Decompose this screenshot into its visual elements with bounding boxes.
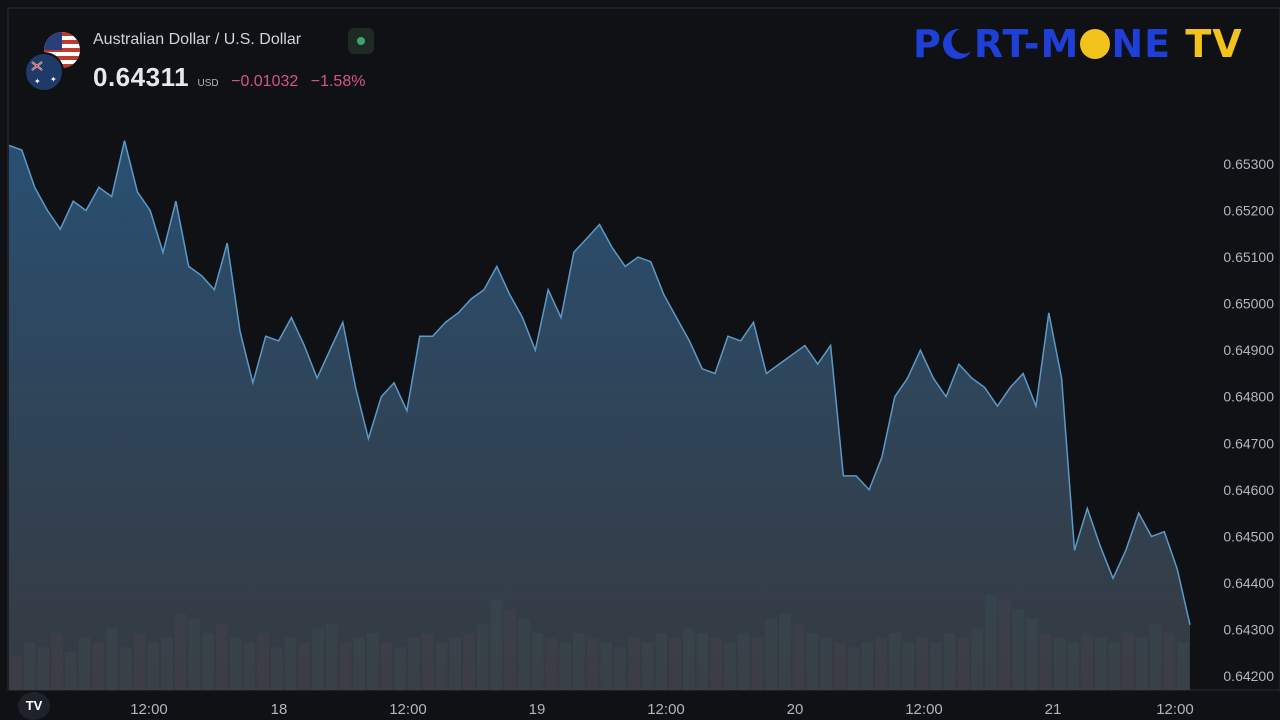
price-row: 0.64311 USD −0.01032 −1.58% <box>93 62 365 93</box>
us-flag-icon <box>44 32 80 68</box>
price-unit: USD <box>197 78 219 89</box>
time-tick-label: 12:00 <box>389 701 427 718</box>
price-tick-label: 0.64900 <box>1223 342 1274 358</box>
time-tick-label: 21 <box>1045 701 1062 718</box>
last-price: 0.64311 <box>93 62 190 92</box>
time-tick-label: 20 <box>787 701 804 718</box>
price-tick-label: 0.64800 <box>1223 389 1274 405</box>
time-tick-label: 19 <box>529 701 546 718</box>
time-tick-label: 12:00 <box>905 701 943 718</box>
price-tick-label: 0.65000 <box>1223 296 1274 312</box>
logo-sun-icon <box>1080 29 1111 59</box>
svg-text:✦: ✦ <box>34 77 41 86</box>
tradingview-logo-icon[interactable]: TV <box>18 692 50 720</box>
port-mone-tv-logo: P RT-M NE TV <box>913 22 1243 66</box>
price-axis[interactable]: 0.64200 0.64300 0.64400 0.64500 0.64600 0.647… <box>1223 156 1274 684</box>
logo-text-ne: NE <box>1111 22 1172 66</box>
price-change-percent: −1.58% <box>310 73 366 90</box>
time-axis[interactable]: 12:00 18 12:00 19 12:00 20 12:00 21 12:00 <box>130 701 1194 718</box>
time-tick-label: 12:00 <box>130 701 168 718</box>
time-tick-label: 12:00 <box>647 701 685 718</box>
price-tick-label: 0.64600 <box>1223 482 1274 498</box>
logo-text-p: P <box>913 22 942 66</box>
logo-text-rtm: RT-M <box>973 22 1080 66</box>
time-tick-label: 18 <box>271 701 288 718</box>
price-tick-label: 0.64400 <box>1223 575 1274 591</box>
au-flag-icon: ✦ ✦ <box>24 52 64 92</box>
price-tick-label: 0.64500 <box>1223 528 1274 544</box>
price-change: −0.01032 <box>231 73 299 90</box>
price-tick-label: 0.65300 <box>1223 156 1274 172</box>
market-open-dot-icon <box>357 37 365 45</box>
price-tick-label: 0.64700 <box>1223 435 1274 451</box>
price-tick-label: 0.64200 <box>1223 668 1274 684</box>
market-status-badge[interactable] <box>348 28 374 54</box>
logo-text-tv: TV <box>1185 22 1243 66</box>
price-line <box>8 140 1191 625</box>
price-tick-label: 0.64300 <box>1223 622 1274 638</box>
svg-text:✦: ✦ <box>50 75 57 84</box>
time-tick-label: 12:00 <box>1156 701 1194 718</box>
price-tick-label: 0.65100 <box>1223 249 1274 265</box>
price-area-fill <box>9 140 1190 690</box>
price-tick-label: 0.65200 <box>1223 203 1274 219</box>
logo-moon-icon <box>942 29 973 59</box>
symbol-title[interactable]: Australian Dollar / U.S. Dollar <box>93 31 302 48</box>
currency-flags-icon: ✦ ✦ <box>24 32 84 92</box>
